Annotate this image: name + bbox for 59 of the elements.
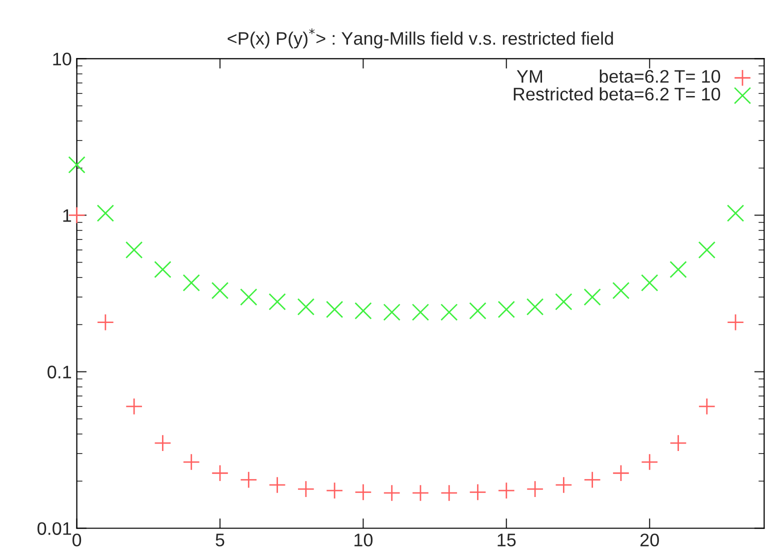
point xyxy=(498,482,516,500)
point xyxy=(726,314,744,331)
x-tick-label: 20 xyxy=(640,534,659,546)
point xyxy=(182,274,200,292)
point xyxy=(670,260,687,278)
point xyxy=(440,484,458,502)
point xyxy=(182,453,200,471)
y-tick-label: 0.01 xyxy=(38,522,72,535)
point xyxy=(154,260,172,278)
point xyxy=(698,398,716,416)
chart-title: <P(x) P(y)$^{*}$> : Yang-Mills field v.s. restricted field xyxy=(228,28,613,48)
point xyxy=(698,241,716,259)
point xyxy=(96,204,114,222)
legend-label: Restricted beta=6.2 T= 10 xyxy=(514,87,720,101)
point xyxy=(96,314,114,331)
point xyxy=(412,304,430,321)
point xyxy=(297,298,315,316)
point xyxy=(440,304,458,321)
point xyxy=(211,282,229,300)
x-tick-label: 15 xyxy=(498,534,516,546)
point xyxy=(726,204,744,222)
point xyxy=(526,480,544,498)
point xyxy=(326,300,344,318)
point xyxy=(584,288,601,306)
point xyxy=(125,398,143,416)
point xyxy=(240,288,258,306)
point xyxy=(469,484,486,501)
point xyxy=(526,298,544,316)
point xyxy=(268,293,286,310)
x-tick-label: 0 xyxy=(72,534,82,546)
point xyxy=(383,304,400,321)
point xyxy=(584,471,601,488)
point xyxy=(383,484,400,502)
point xyxy=(154,434,172,452)
point xyxy=(498,300,516,318)
point xyxy=(412,484,430,502)
y-tick-label: 1 xyxy=(63,209,72,222)
point xyxy=(297,480,315,498)
point xyxy=(670,434,687,452)
x-tick-label: 10 xyxy=(354,534,373,546)
point xyxy=(640,274,658,292)
x-tick-label: 5 xyxy=(216,534,224,546)
point xyxy=(125,241,143,259)
point xyxy=(354,484,372,501)
point xyxy=(268,476,286,494)
point xyxy=(354,302,372,320)
point xyxy=(612,282,630,300)
y-tick-label: 0.1 xyxy=(48,366,72,378)
point xyxy=(612,464,630,482)
point xyxy=(211,464,229,482)
point xyxy=(640,453,658,471)
point xyxy=(555,293,572,310)
y-tick-label: 10 xyxy=(53,52,72,66)
legend-label: YM beta=6.2 T= 10 xyxy=(516,70,720,83)
point xyxy=(326,482,344,500)
point xyxy=(555,476,572,494)
point xyxy=(68,156,86,174)
point xyxy=(469,302,486,320)
point xyxy=(240,471,258,488)
